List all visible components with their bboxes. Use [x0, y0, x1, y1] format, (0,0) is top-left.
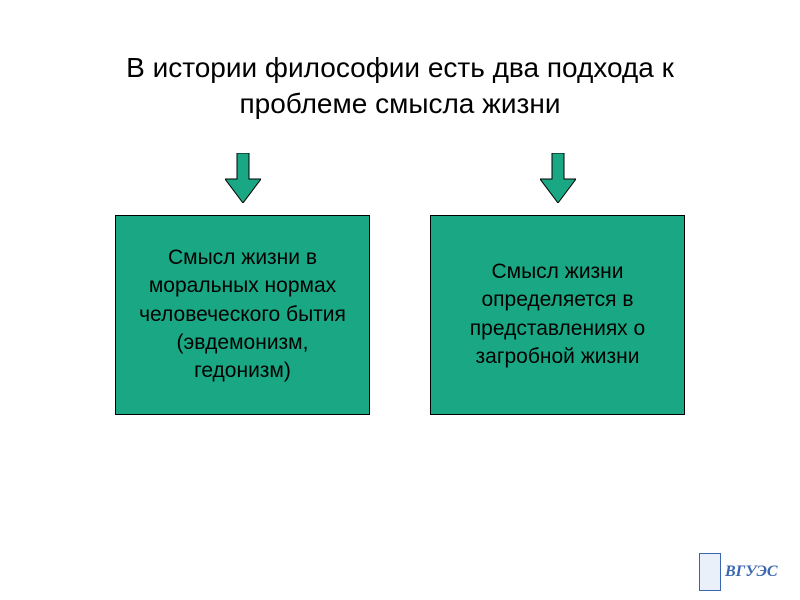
- diagram: Смысл жизни в моральных нормах человечес…: [60, 153, 740, 415]
- approach-box-right: Смысл жизни определяется в представления…: [430, 215, 685, 415]
- approach-box-right-label: Смысл жизни определяется в представления…: [445, 258, 670, 371]
- arrow-down-icon: [225, 153, 261, 203]
- logo-watermark: ВГУЭС: [699, 549, 794, 594]
- approach-box-left-label: Смысл жизни в моральных нормах человечес…: [130, 244, 355, 386]
- logo-rect-icon: [699, 553, 721, 591]
- arrow-down-icon: [540, 153, 576, 203]
- arrow-shape: [540, 153, 576, 203]
- arrow-shape: [225, 153, 261, 203]
- logo-text: ВГУЭС: [725, 563, 778, 581]
- slide: В истории философии есть два подхода к п…: [0, 0, 800, 600]
- diagram-column-left: Смысл жизни в моральных нормах человечес…: [115, 153, 370, 415]
- slide-title: В истории философии есть два подхода к п…: [60, 50, 740, 123]
- approach-box-left: Смысл жизни в моральных нормах человечес…: [115, 215, 370, 415]
- diagram-column-right: Смысл жизни определяется в представления…: [430, 153, 685, 415]
